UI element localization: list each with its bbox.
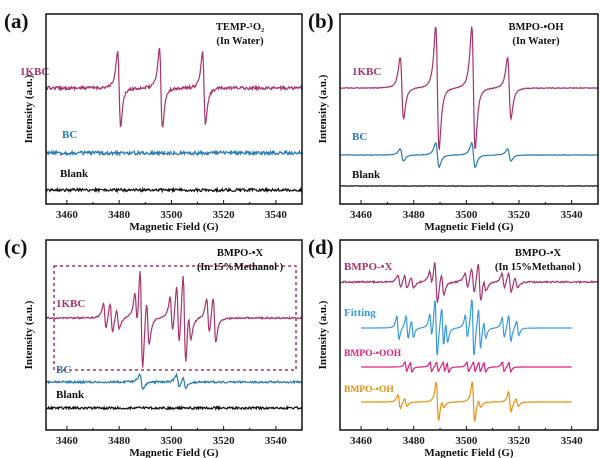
x-tick-label: 3540: [265, 209, 288, 221]
y-axis-label: Intensity (a.u.): [23, 300, 35, 369]
panel-annotation: TEMP-¹O₂: [216, 22, 264, 33]
highlight-dashed-box: [53, 265, 297, 371]
series-line-bc: [45, 149, 303, 157]
series-label: BC: [62, 129, 77, 141]
x-tick-label: 3520: [508, 435, 531, 447]
series-label: BMPO-•OOH: [344, 349, 402, 359]
panel-a: 1KBC BC Blank 3460 3480 3500 3520 3540 Magnetic …: [4, 9, 303, 233]
panel-annotation: (In Water): [216, 36, 264, 47]
x-axis-label: Magnetic Field (G): [129, 221, 219, 233]
plot-frame: [339, 239, 599, 431]
plot-frame: [339, 13, 599, 205]
panel-d: BMPO-•X Fitting BMPO-•OOH BMPO-•OH 3460 3480 3…: [308, 235, 599, 458]
x-tick-label: 3460: [56, 435, 79, 447]
x-tick-label: 3500: [455, 209, 478, 221]
x-tick-label: 3520: [213, 209, 236, 221]
series-label: 1KBC: [352, 66, 381, 78]
series-line-blank: [45, 186, 303, 194]
panel-label: (b): [308, 9, 334, 33]
panel-annotation: BMPO-•X: [217, 248, 264, 259]
x-tick-label: 3500: [160, 435, 183, 447]
series-line-fitting: [361, 299, 572, 356]
series-line-bc: [45, 372, 303, 390]
x-tick-label: 3460: [56, 209, 79, 221]
series-label: BMPO-•X: [344, 261, 393, 273]
panel-label: (d): [308, 235, 334, 259]
x-axis-label: Magnetic Field (G): [424, 221, 514, 233]
x-tick-label: 3540: [561, 435, 584, 447]
series-line-bmpo-oh: [361, 381, 572, 423]
x-tick-label: 3540: [265, 435, 288, 447]
series-label: 1KBC: [20, 66, 49, 78]
y-axis-label: Intensity (a.u.): [317, 300, 329, 369]
panel-annotation: (In 15%Methanol ): [197, 262, 284, 273]
series-line-bmpo-ooh: [361, 360, 572, 374]
x-tick-label: 3520: [508, 209, 531, 221]
y-axis-label: Intensity (a.u.): [317, 74, 329, 143]
panel-annotation: (In Water): [512, 36, 560, 47]
series-label: BMPO-•OH: [344, 385, 394, 395]
series-line-1kbc: [45, 271, 303, 368]
series-line-blank: [45, 404, 303, 412]
panel-label: (c): [4, 235, 27, 259]
series-label: Fitting: [344, 307, 376, 319]
series-line-bc: [339, 141, 599, 169]
series-line-1kbc: [45, 47, 303, 129]
series-label: Blank: [60, 168, 89, 180]
x-axis-label: Magnetic Field (G): [129, 447, 219, 458]
panel-annotation: (In 15%Methanol ): [495, 262, 582, 273]
series-line-1kbc: [339, 26, 599, 151]
x-tick-label: 3520: [213, 435, 236, 447]
x-tick-label: 3540: [561, 209, 584, 221]
x-tick-label: 3480: [108, 209, 131, 221]
x-tick-label: 3480: [108, 435, 131, 447]
x-axis-label: Magnetic Field (G): [424, 447, 514, 458]
panel-label: (a): [4, 9, 29, 33]
x-tick-label: 3460: [350, 435, 373, 447]
x-tick-label: 3500: [160, 209, 183, 221]
y-axis-label: Intensity (a.u.): [23, 74, 35, 143]
panel-annotation: BMPO-•X: [515, 248, 562, 259]
x-tick-label: 3480: [403, 209, 426, 221]
series-label: BC: [352, 131, 367, 143]
panel-annotation: BMPO-•OH: [508, 22, 563, 33]
x-tick-label: 3460: [350, 209, 373, 221]
x-tick-label: 3480: [403, 435, 426, 447]
plot-frame: [45, 239, 303, 431]
panel-b: 1KBC BC Blank 3460 3480 3500 3520 3540 Magnetic …: [308, 9, 599, 233]
series-label: 1KBC: [56, 298, 85, 310]
series-line-bmpo-x: [339, 262, 599, 303]
plot-frame: [45, 13, 303, 205]
x-tick-label: 3500: [455, 435, 478, 447]
series-label: Blank: [56, 389, 85, 401]
series-label: Blank: [352, 169, 381, 181]
